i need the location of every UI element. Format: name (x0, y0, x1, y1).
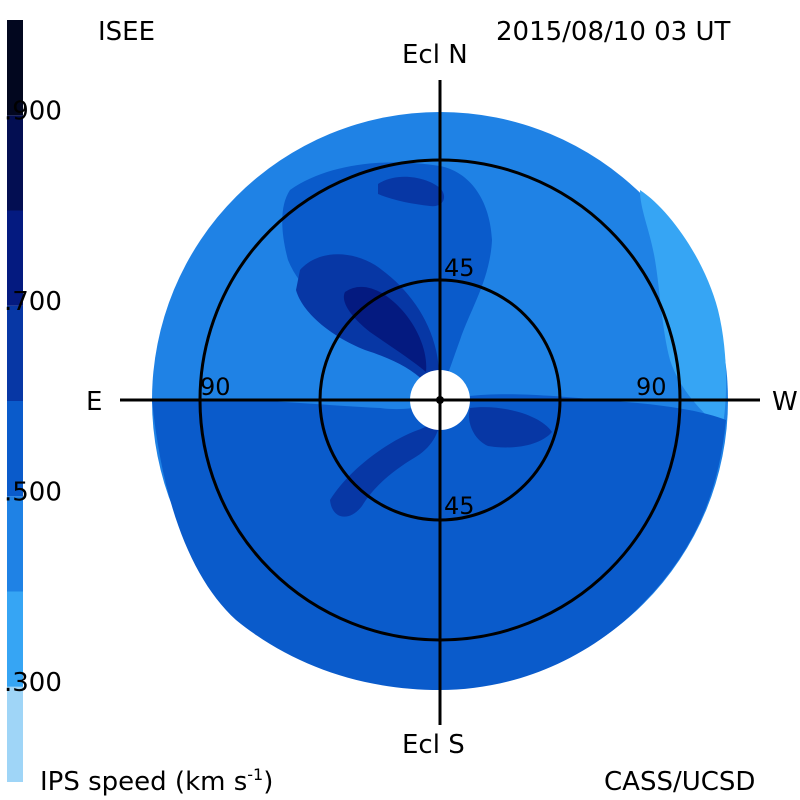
ring-label-45-south: 45 (444, 492, 475, 520)
colorbar-tick-900: .900 (4, 96, 62, 126)
ecliptic-south-label: Ecl S (402, 730, 465, 760)
west-label: W (772, 387, 798, 417)
colorbar-band-200-300 (7, 686, 23, 782)
colorbar-title: IPS speed (km s-1) (40, 765, 273, 797)
colorbar-tick-500: .500 (4, 477, 62, 507)
contour-300-400-west-edge (640, 190, 727, 430)
east-label: E (86, 387, 102, 417)
colorbar-band-500-600 (7, 401, 23, 497)
contour-600-700-south (330, 412, 441, 517)
colorbar-band-400-500 (7, 496, 23, 592)
credit-label: CASS/UCSD (604, 767, 755, 797)
ring-label-90-west: 90 (636, 373, 667, 401)
colorbar-band-600-700 (7, 305, 23, 401)
contour-600-700-north-cap (378, 176, 445, 207)
ecliptic-north-label: Ecl N (402, 40, 468, 70)
sun-center-dot (436, 396, 444, 404)
timestamp-label: 2015/08/10 03 UT (496, 17, 730, 47)
colorbar-band-300-400 (7, 591, 23, 687)
ring-label-90-east: 90 (200, 373, 231, 401)
ring-label-45-north: 45 (444, 254, 475, 282)
colorbar-band-800-900 (7, 115, 23, 211)
color-scale-bar: .900 .700 .500 .300 (4, 20, 62, 782)
contour-600-700-south-east (468, 407, 552, 448)
colorbar-tick-300: .300 (4, 668, 62, 698)
institution-label: ISEE (98, 17, 155, 47)
colorbar-band-700-800 (7, 210, 23, 306)
colorbar-band-900-1000 (7, 20, 23, 116)
colorbar-tick-700: .700 (4, 287, 62, 317)
